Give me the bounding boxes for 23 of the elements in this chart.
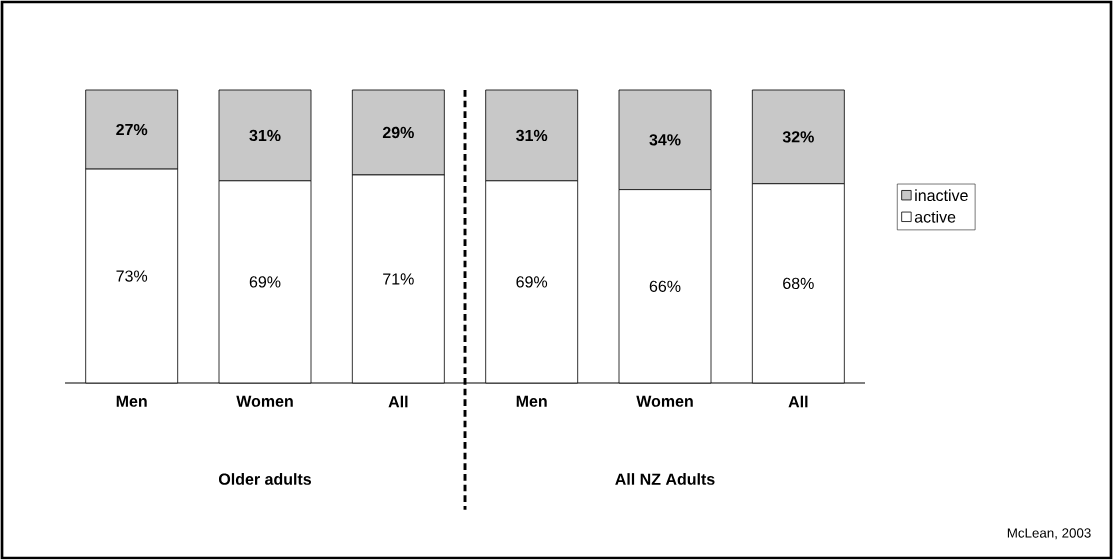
data-label: 31% [516, 129, 548, 142]
data-label: 29% [382, 126, 414, 139]
data-label: 34% [649, 134, 681, 146]
x-tick-label: All [388, 395, 408, 408]
data-label: 73% [116, 270, 148, 282]
x-tick-label: Men [516, 395, 547, 407]
data-label: 69% [516, 276, 548, 288]
data-label: 66% [649, 280, 681, 292]
x-tick-label: Women [636, 395, 693, 407]
data-label: 32% [782, 131, 814, 143]
data-label: 71% [383, 273, 414, 285]
x-tick-label: All [788, 395, 808, 408]
legend-label: active [914, 210, 956, 223]
x-tick-label: Women [236, 395, 293, 407]
text: Older adults [218, 473, 312, 485]
legend-label: inactive [915, 189, 968, 202]
data-label: 31% [249, 129, 281, 142]
x-tick-label: Men [116, 395, 147, 407]
text: All NZ Adults [615, 473, 715, 485]
data-label: 69% [249, 276, 281, 288]
data-label: 27% [116, 123, 148, 136]
text: McLean, 2003 [1007, 528, 1091, 540]
data-label: 68% [783, 277, 814, 290]
